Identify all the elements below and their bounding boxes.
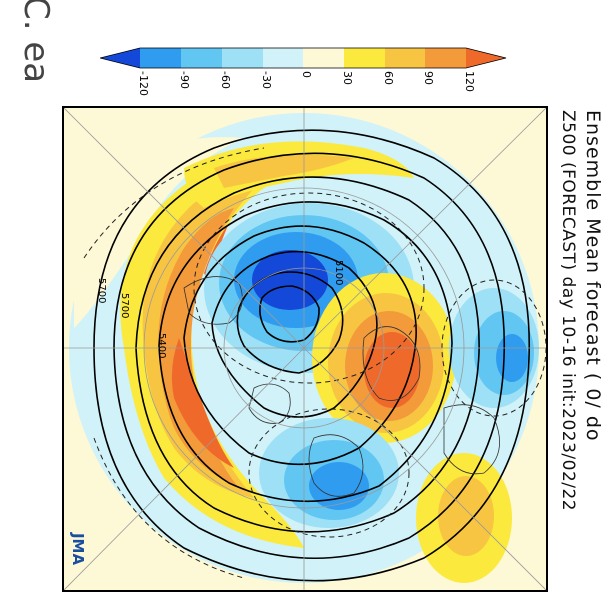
positive-anomaly-top <box>184 141 414 208</box>
positive-anomaly-east-4 <box>364 332 420 408</box>
colorbar-tick: -90 <box>178 71 191 89</box>
contour-label: 5700 <box>96 278 107 303</box>
colorbar-tick: -120 <box>137 71 150 96</box>
height-contours <box>93 129 531 582</box>
jma-logo-text: JMA <box>69 532 87 566</box>
contour-label: 5400 <box>156 333 167 358</box>
corner-text: C. ea <box>16 0 56 84</box>
anomaly-region <box>74 137 244 328</box>
colorbar-arrow-low <box>100 48 140 68</box>
colorbar-tick: 120 <box>463 71 476 92</box>
contour-label: 5700 <box>119 293 130 318</box>
colorbar-swatch <box>425 48 466 68</box>
colorbar-tick: 0 <box>300 71 313 78</box>
colorbar-legend: -120 -90 -60 -30 0 30 60 90 120 <box>100 47 507 96</box>
colorbar-swatch <box>344 48 385 68</box>
contour-label: 5100 <box>333 260 344 285</box>
colorbar-tick: 90 <box>422 71 435 85</box>
coastlines <box>183 276 500 497</box>
colorbar-swatch <box>140 48 181 68</box>
negative-anomaly-4 <box>252 250 328 310</box>
map-panel: 5700 5700 5400 5100 <box>62 106 548 592</box>
colorbar-tick: -60 <box>219 71 232 89</box>
positive-anomaly-red <box>171 338 234 468</box>
title-line-1: Ensemble Mean forecast ( 0/ do <box>582 110 604 442</box>
title-line-2: Z500 (FORECAST) day 10-16 init:2023/02/2… <box>558 110 578 512</box>
positive-anomaly-southeast-2 <box>438 476 494 556</box>
grid-lines <box>64 108 546 590</box>
polar-projection-map: 5700 5700 5400 5100 <box>64 108 546 590</box>
jma-logo: JMA <box>62 506 94 592</box>
colorbar-tick: -30 <box>260 71 273 89</box>
negative-anomaly-east-3 <box>496 334 528 382</box>
colorbar-tick: 60 <box>382 71 395 85</box>
colorbar-swatch <box>303 48 344 68</box>
colorbar-arrow-high <box>466 48 506 68</box>
negative-anomaly-south-3 <box>309 462 369 510</box>
colorbar-tick: 30 <box>341 71 354 85</box>
colorbar-swatch <box>222 48 263 68</box>
positive-anomaly-top-orange <box>214 154 354 188</box>
colorbar-swatch <box>263 48 303 68</box>
colorbar-swatch <box>181 48 222 68</box>
colorbar-swatch <box>385 48 425 68</box>
